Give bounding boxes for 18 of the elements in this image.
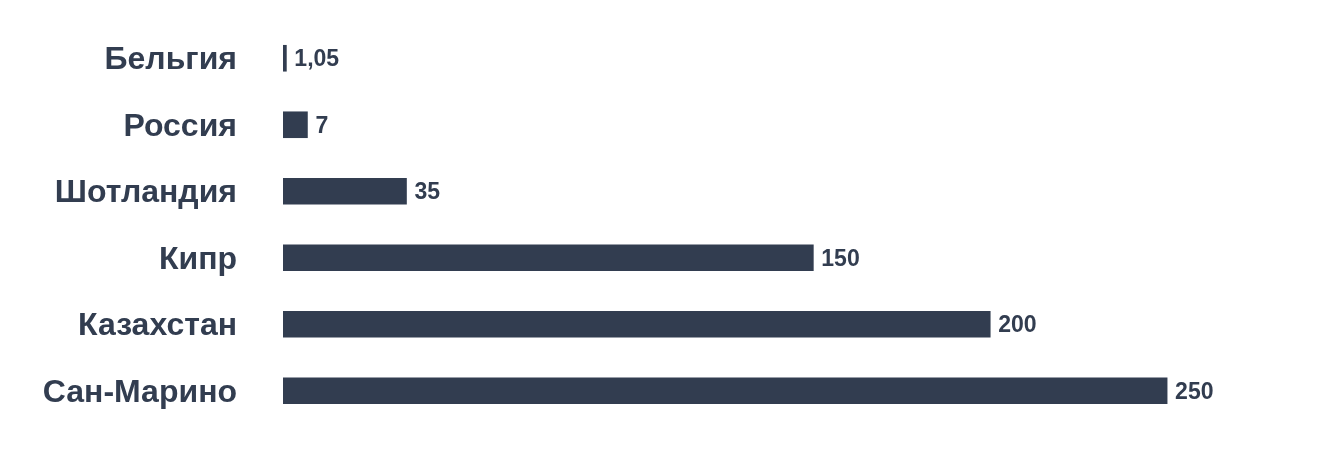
y-tick-label: Бельгия xyxy=(104,40,237,77)
y-tick-label: Казахстан xyxy=(78,306,237,343)
data-label: 250 xyxy=(1170,377,1214,404)
data-label: 35 xyxy=(409,178,441,205)
bar xyxy=(283,377,1168,405)
bar xyxy=(283,44,287,72)
bar xyxy=(283,111,308,139)
y-tick-label: Шотландия xyxy=(54,173,237,210)
bar xyxy=(283,177,407,205)
y-tick-label: Россия xyxy=(123,106,237,143)
bar xyxy=(283,310,991,338)
data-label: 150 xyxy=(816,244,860,271)
data-label: 200 xyxy=(993,311,1037,338)
data-label: 1,05 xyxy=(289,45,340,72)
bar xyxy=(283,244,814,272)
y-tick-label: Сан-Марино xyxy=(42,372,237,409)
y-tick-label: Кипр xyxy=(158,239,237,276)
data-label: 7 xyxy=(310,111,329,138)
